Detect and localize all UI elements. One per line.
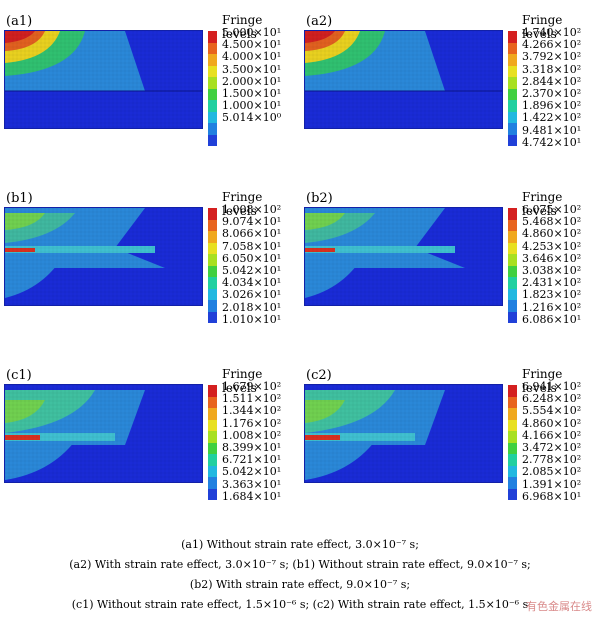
- level-label: 1.391×10²: [522, 477, 582, 491]
- colorbar: [508, 31, 517, 146]
- level-label: 5.000×10¹: [222, 26, 282, 39]
- level-label: 1.422×10²: [522, 111, 582, 125]
- level-label: 4.742×10¹: [522, 135, 582, 149]
- panel-3: (b2) Fringe levels 6.075×10² 5.468×10² 4.860…: [300, 177, 600, 352]
- level-list: 6.075×10² 5.468×10² 4.860×10² 4.253×10² 3.64…: [522, 203, 582, 326]
- fringe-levels-title: Fringe levels: [522, 367, 563, 395]
- level-label: 3.792×10²: [522, 50, 582, 64]
- level-label: 5.042×10¹: [222, 263, 282, 277]
- level-label: 1.176×10²: [222, 416, 282, 430]
- contour-plot: [304, 207, 503, 306]
- caption-line-2: (a2) With strain rate effect, 3.0×10⁻⁷ s…: [69, 558, 531, 571]
- level-list: 5.000×10¹ 4.500×10¹ 4.000×10¹ 3.500×10¹ 2.00…: [222, 26, 282, 125]
- fringe-levels-title: Fringe levels: [222, 190, 263, 218]
- level-label: 6.721×10¹: [222, 453, 282, 467]
- level-list: 4.740×10² 4.266×10² 3.792×10² 3.318×10² 2.84…: [522, 26, 582, 149]
- level-label: 3.038×10²: [522, 263, 582, 277]
- colorbar: [208, 208, 217, 323]
- level-label: 4.000×10¹: [222, 50, 282, 64]
- panel-label: (b2): [306, 191, 333, 206]
- level-label: 6.086×10¹: [522, 312, 582, 326]
- panel-2: (b1) Fringe levels 1.008×10² 9.074×10¹ 8.066…: [0, 177, 300, 352]
- panel-4: (c1) Fringe levels 1.679×10² 1.511×10² 1.344…: [0, 354, 300, 529]
- level-label: 4.166×10²: [522, 428, 582, 442]
- level-label: 9.481×10¹: [522, 123, 582, 137]
- watermark: 有色金属在线: [526, 600, 592, 613]
- panel-label: (c1): [6, 368, 32, 383]
- level-label: 1.896×10²: [522, 99, 582, 113]
- level-label: 2.018×10¹: [222, 300, 282, 314]
- caption-line-4: (c1) Without strain rate effect, 1.5×10⁻…: [71, 598, 529, 611]
- level-label: 5.042×10¹: [222, 465, 282, 479]
- level-list: 1.008×10² 9.074×10¹ 8.066×10¹ 7.058×10¹ 6.05…: [222, 203, 282, 326]
- level-label: 6.075×10²: [522, 203, 582, 216]
- caption-line-1: (a1) Without strain rate effect, 3.0×10⁻…: [181, 538, 419, 551]
- level-label: 8.066×10¹: [222, 227, 282, 241]
- level-label: 4.500×10¹: [222, 38, 282, 52]
- level-label: 5.468×10²: [522, 215, 582, 229]
- level-label: 5.014×10⁰: [222, 111, 282, 125]
- panel-1: (a2) Fringe levels 4.740×10² 4.266×10² 3.792…: [300, 0, 600, 175]
- panel-5: (c2) Fringe levels 6.941×10² 6.248×10² 5.554…: [300, 354, 600, 529]
- colorbar: [508, 208, 517, 323]
- panel-label: (a2): [306, 14, 333, 29]
- level-label: 3.472×10²: [522, 440, 582, 454]
- level-label: 4.266×10²: [522, 38, 582, 52]
- level-label: 2.085×10²: [522, 465, 582, 479]
- level-label: 3.363×10¹: [222, 477, 282, 491]
- level-list: 6.941×10² 6.248×10² 5.554×10² 4.860×10² 4.16…: [522, 380, 582, 503]
- level-label: 5.554×10²: [522, 404, 582, 418]
- level-label: 1.010×10¹: [222, 312, 282, 326]
- contour-plot: [304, 384, 503, 483]
- level-label: 1.511×10²: [222, 392, 282, 406]
- colorbar: [208, 31, 217, 146]
- level-label: 3.026×10¹: [222, 288, 282, 302]
- fringe-levels-title: Fringe levels: [522, 190, 563, 218]
- level-label: 1.679×10²: [222, 380, 282, 393]
- level-label: 1.684×10¹: [222, 489, 282, 503]
- fringe-levels-title: Fringe levels: [522, 13, 563, 41]
- level-label: 2.431×10²: [522, 276, 582, 290]
- level-label: 2.000×10¹: [222, 74, 282, 88]
- level-label: 1.008×10²: [222, 203, 282, 216]
- level-label: 1.500×10¹: [222, 86, 282, 100]
- fringe-levels-title: Fringe levels: [222, 367, 263, 395]
- level-label: 1.344×10²: [222, 404, 282, 418]
- contour-plot: [4, 30, 203, 129]
- level-label: 1.008×10²: [222, 428, 282, 442]
- fringe-levels-title: Fringe levels: [222, 13, 263, 41]
- level-label: 4.860×10²: [522, 227, 582, 241]
- level-label: 4.034×10¹: [222, 276, 282, 290]
- level-label: 2.778×10²: [522, 453, 582, 467]
- panel-label: (a1): [6, 14, 33, 29]
- panel-0: (a1) Fringe levels 5.000×10¹ 4.500×10¹ 4.000…: [0, 0, 300, 175]
- level-label: 2.370×10²: [522, 86, 582, 100]
- level-label: 3.646×10²: [522, 251, 582, 265]
- level-label: 3.318×10²: [522, 62, 582, 76]
- panel-label: (b1): [6, 191, 33, 206]
- caption-line-3: (b2) With strain rate effect, 9.0×10⁻⁷ s…: [189, 578, 411, 591]
- level-label: 3.500×10¹: [222, 62, 282, 76]
- level-label: 4.253×10²: [522, 239, 582, 253]
- contour-plot: [304, 30, 503, 129]
- level-label: 6.050×10¹: [222, 251, 282, 265]
- panel-label: (c2): [306, 368, 332, 383]
- level-label: 1.216×10²: [522, 300, 582, 314]
- level-label: 2.844×10²: [522, 74, 582, 88]
- level-label: 4.860×10²: [522, 416, 582, 430]
- level-label: 6.248×10²: [522, 392, 582, 406]
- level-label: 8.399×10¹: [222, 440, 282, 454]
- colorbar: [508, 385, 517, 500]
- level-label: 6.968×10¹: [522, 489, 582, 503]
- level-label: 9.074×10¹: [222, 215, 282, 229]
- contour-plot: [4, 207, 203, 306]
- level-label: 1.000×10¹: [222, 99, 282, 113]
- level-label: 6.941×10²: [522, 380, 582, 393]
- level-label: 7.058×10¹: [222, 239, 282, 253]
- level-label: 1.823×10²: [522, 288, 582, 302]
- contour-plot: [4, 384, 203, 483]
- level-label: 4.740×10²: [522, 26, 582, 39]
- level-list: 1.679×10² 1.511×10² 1.344×10² 1.176×10² 1.00…: [222, 380, 282, 503]
- colorbar: [208, 385, 217, 500]
